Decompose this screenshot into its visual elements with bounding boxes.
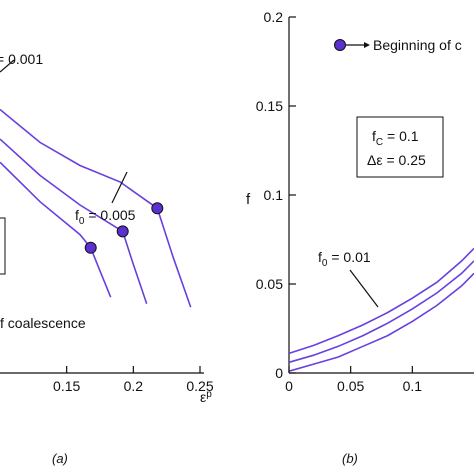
panel-a-coalescence-point-1: [151, 202, 164, 215]
panel-b-curve-2: [288, 260, 474, 364]
panel-b-param-de: Δε = 0.25: [367, 152, 426, 168]
panel-b-y-axis-label: f: [246, 191, 251, 208]
panel-b-legend-arrowhead: [364, 42, 370, 48]
panel-b-curve-3: [288, 272, 474, 372]
panel-a-x-axis-label: εp: [200, 389, 212, 405]
panel-a: 0.15 0.2 0.25 εp = 0.001 f0 = 0.005 f coal…: [0, 51, 214, 405]
panel-a-curve-3: [0, 161, 112, 298]
panel-b-x-tick-label: 0.1: [403, 378, 423, 394]
panel-a-bottom-label: f0 = 0.005: [75, 207, 136, 227]
panel-b-x-ticks: 0 0.05 0.1: [285, 366, 422, 394]
panel-b-curve-label: f0 = 0.01: [318, 249, 371, 269]
panel-b-y-tick-label: 0: [275, 365, 283, 381]
panel-b-legend: Beginning of c: [334, 37, 462, 53]
panel-a-x-tick-label: 0.15: [53, 378, 80, 394]
panel-b-y-tick-label: 0.15: [256, 98, 283, 114]
panel-b-param-fc: fC = 0.1: [372, 128, 419, 148]
panel-a-x-tick-label: 0.2: [124, 378, 144, 394]
panel-a-coalescence-point-2: [116, 225, 129, 238]
panel-a-legend-fragment: f coalescence: [0, 315, 86, 331]
panel-a-curves: [0, 108, 192, 308]
panel-b-y-ticks: 0 0.05 0.1 0.15 0.2: [256, 9, 296, 381]
panel-a-coalescence-points: [84, 202, 164, 254]
panel-a-top-label: = 0.001: [0, 51, 43, 67]
panel-b-x-tick-label: 0: [285, 378, 293, 394]
panel-a-curve-2: [0, 138, 148, 305]
caption-a: (a): [52, 451, 68, 466]
panel-b-curve-label-leader: [349, 269, 379, 308]
panel-a-x-ticks: 0.15 0.2 0.25: [53, 366, 214, 394]
panel-b: 0 0.05 0.1 0.15 0.2 0 0.05 0.1 f Beginning of …: [246, 9, 474, 394]
panel-b-y-tick-label: 0.2: [264, 9, 284, 25]
panel-b-x-tick-label: 0.05: [337, 378, 364, 394]
panel-a-top-label-leader: [0, 59, 15, 73]
panel-b-curves: [288, 247, 474, 372]
panel-b-y-tick-label: 0.1: [264, 187, 284, 203]
panel-b-param-box: [356, 116, 444, 178]
panel-a-param-box: [0, 217, 6, 275]
panel-a-bottom-label-leader: [111, 171, 128, 204]
panel-b-curve-1: [288, 247, 474, 355]
panel-a-x-tick-label: 0.25: [186, 378, 213, 394]
panel-b-y-tick-label: 0.05: [256, 276, 283, 292]
panel-b-legend-marker: [334, 39, 346, 51]
panel-a-coalescence-point-3: [84, 241, 97, 254]
panel-a-curve-1: [0, 108, 192, 308]
caption-b: (b): [342, 451, 358, 466]
panel-b-legend-text: Beginning of c: [373, 37, 462, 53]
